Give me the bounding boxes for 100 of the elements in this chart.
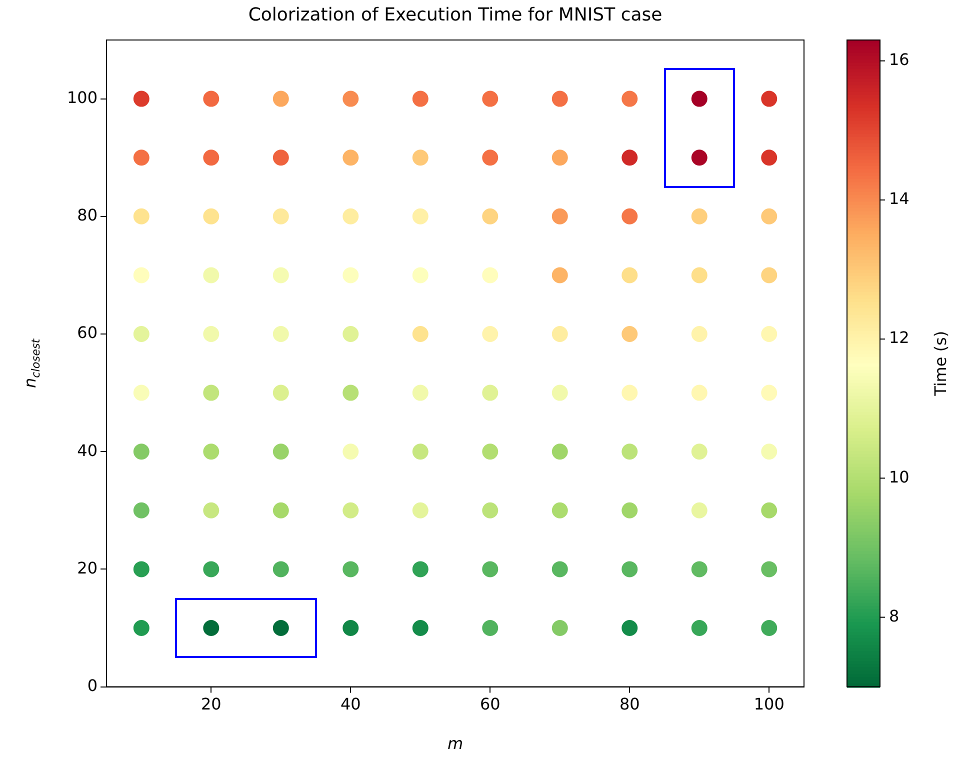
point <box>342 444 359 460</box>
point <box>272 561 289 578</box>
x-tick-label: 80 <box>619 694 640 714</box>
point <box>552 208 568 224</box>
point <box>272 444 289 460</box>
point <box>552 90 568 107</box>
point <box>691 502 708 518</box>
point <box>203 502 220 518</box>
point <box>622 502 638 518</box>
point <box>203 150 220 166</box>
point <box>342 150 359 166</box>
point <box>691 267 708 284</box>
point <box>622 444 638 460</box>
point <box>482 620 498 636</box>
point <box>412 150 428 166</box>
point <box>552 150 568 166</box>
x-tick-label: 20 <box>200 694 222 714</box>
y-tick-label: 60 <box>77 323 98 342</box>
point <box>482 384 498 401</box>
x-tick-label: 100 <box>754 694 784 714</box>
color-bar-label: 8 <box>889 606 900 626</box>
point <box>622 561 638 578</box>
point <box>412 502 428 518</box>
point <box>272 502 289 518</box>
point <box>133 267 150 284</box>
color-bar-title: Time (s) <box>931 330 950 397</box>
point <box>272 384 289 401</box>
point <box>761 444 778 460</box>
point <box>691 561 708 578</box>
point <box>272 150 289 166</box>
point <box>342 502 359 518</box>
point <box>622 620 638 636</box>
point <box>622 326 638 342</box>
point <box>761 90 778 107</box>
point <box>482 444 498 460</box>
point <box>691 444 708 460</box>
point <box>133 326 150 342</box>
point <box>761 502 778 518</box>
point <box>482 90 498 107</box>
point <box>203 208 220 224</box>
x-axis-title: m <box>447 734 464 753</box>
point <box>133 150 150 166</box>
point <box>203 620 220 636</box>
point <box>133 502 150 518</box>
point <box>133 620 150 636</box>
point <box>552 620 568 636</box>
point <box>342 384 359 401</box>
point <box>691 384 708 401</box>
point <box>412 561 428 578</box>
point <box>133 561 150 578</box>
point <box>482 561 498 578</box>
point <box>342 326 359 342</box>
x-tick-label: 60 <box>480 694 500 714</box>
point <box>691 620 708 636</box>
point <box>482 502 498 518</box>
point <box>412 267 428 284</box>
point <box>761 384 778 401</box>
point <box>342 561 359 578</box>
point <box>691 90 708 107</box>
point <box>272 90 289 107</box>
point <box>552 502 568 518</box>
point <box>133 90 150 107</box>
point <box>622 90 638 107</box>
point <box>203 90 220 107</box>
point <box>622 384 638 401</box>
point <box>342 620 359 636</box>
point <box>342 208 359 224</box>
point <box>203 444 220 460</box>
point <box>691 150 708 166</box>
point <box>761 208 778 224</box>
point <box>133 444 150 460</box>
y-axis-title: nclosest <box>20 338 42 388</box>
point <box>622 267 638 284</box>
color-bar-label: 14 <box>889 189 910 208</box>
point <box>203 561 220 578</box>
point <box>412 208 428 224</box>
point <box>552 444 568 460</box>
point <box>133 384 150 401</box>
color-bar-label: 12 <box>889 328 910 348</box>
point <box>482 208 498 224</box>
y-tick-label: 0 <box>87 676 98 695</box>
point <box>482 150 498 166</box>
point <box>552 561 568 578</box>
point <box>342 267 359 284</box>
point <box>342 90 359 107</box>
color-bar-label: 16 <box>889 50 910 70</box>
y-tick-label: 20 <box>77 558 98 578</box>
point <box>691 208 708 224</box>
point <box>203 384 220 401</box>
point <box>482 267 498 284</box>
color-bar-label: 10 <box>889 467 910 486</box>
point <box>272 208 289 224</box>
y-tick-label: 100 <box>66 88 98 107</box>
point <box>761 561 778 578</box>
point <box>622 150 638 166</box>
chart-title: Colorization of Execution Time for MNIST case <box>248 4 662 26</box>
point <box>552 267 568 284</box>
point <box>133 208 150 224</box>
y-tick-label: 80 <box>77 206 98 225</box>
point <box>412 620 428 636</box>
